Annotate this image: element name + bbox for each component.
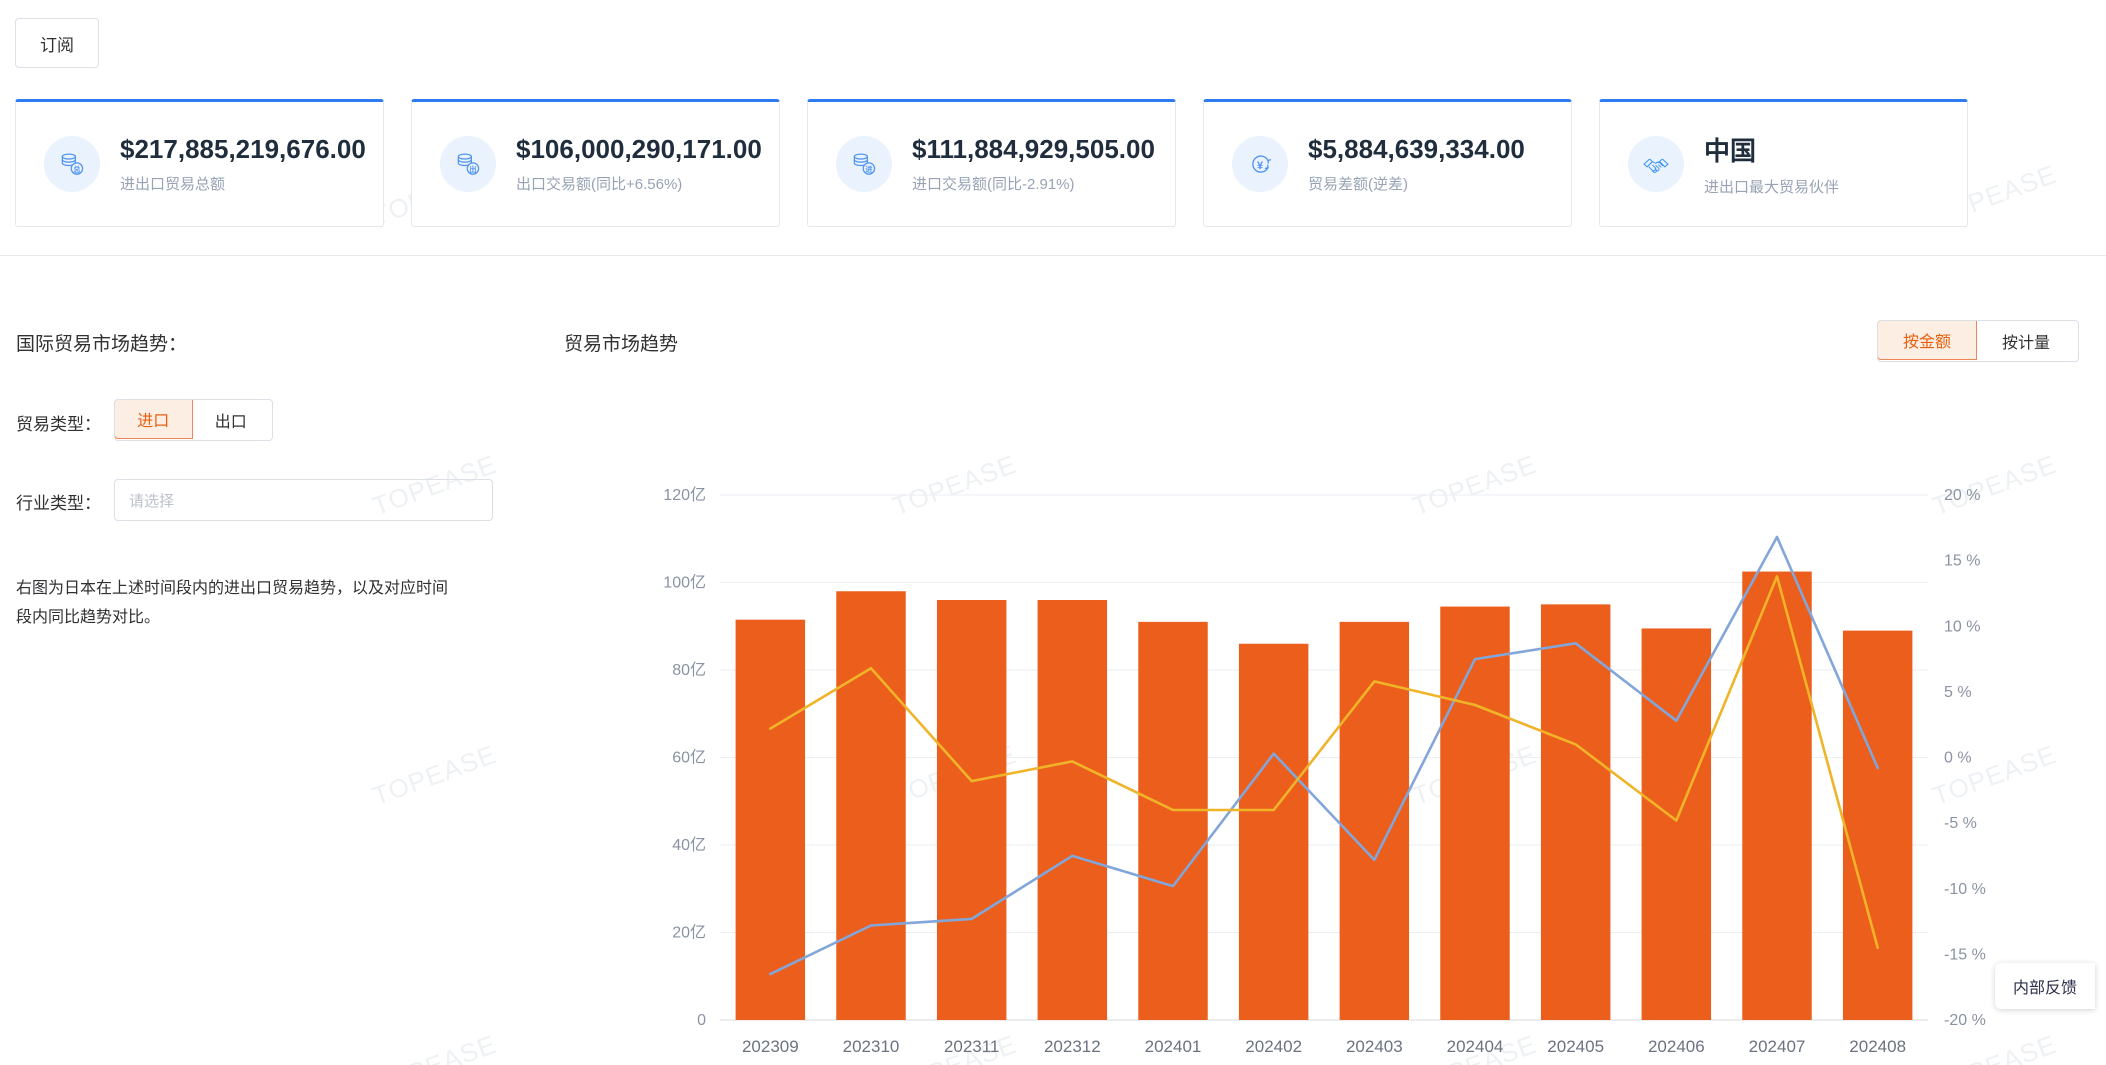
svg-text:202309: 202309	[742, 1037, 799, 1056]
svg-text:进: 进	[865, 165, 873, 174]
svg-text:202406: 202406	[1648, 1037, 1705, 1056]
svg-text:202311: 202311	[944, 1037, 999, 1056]
svg-text:-10 %: -10 %	[1944, 881, 1986, 898]
svg-text:202407: 202407	[1749, 1037, 1806, 1056]
svg-text:20 %: 20 %	[1944, 487, 1980, 504]
svg-text:-20 %: -20 %	[1944, 1012, 1986, 1029]
svg-text:202310: 202310	[843, 1037, 900, 1056]
svg-text:10 %: 10 %	[1944, 618, 1980, 635]
svg-text:-5 %: -5 %	[1944, 815, 1977, 832]
svg-text:202401: 202401	[1145, 1037, 1202, 1056]
svg-text:120亿: 120亿	[663, 486, 706, 504]
svg-text:5 %: 5 %	[1944, 684, 1972, 701]
svg-text:20亿: 20亿	[672, 924, 706, 942]
svg-text:202312: 202312	[1044, 1037, 1101, 1056]
svg-text:40亿: 40亿	[672, 836, 706, 854]
svg-text:0 %: 0 %	[1944, 750, 1972, 767]
svg-text:202403: 202403	[1346, 1037, 1403, 1056]
svg-text:202408: 202408	[1849, 1037, 1906, 1056]
svg-text:0: 0	[697, 1012, 706, 1029]
svg-text:202404: 202404	[1447, 1037, 1504, 1056]
svg-text:总: 总	[73, 165, 81, 174]
svg-text:100亿: 100亿	[663, 574, 706, 592]
svg-text:出: 出	[469, 165, 476, 174]
svg-text:202402: 202402	[1245, 1037, 1302, 1056]
svg-text:60亿: 60亿	[672, 749, 706, 767]
svg-text:¥: ¥	[1257, 160, 1264, 172]
svg-text:15 %: 15 %	[1944, 553, 1980, 570]
svg-text:-15 %: -15 %	[1944, 946, 1986, 963]
svg-text:80亿: 80亿	[672, 661, 706, 679]
svg-text:202405: 202405	[1547, 1037, 1604, 1056]
